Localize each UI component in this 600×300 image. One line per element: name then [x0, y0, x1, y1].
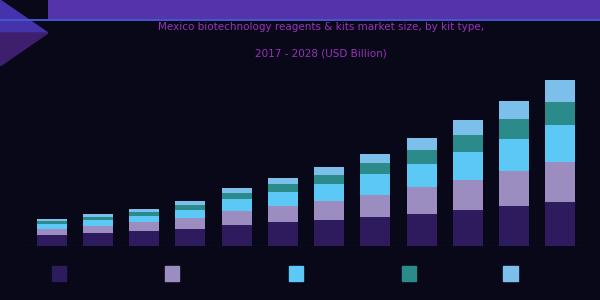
Text: 2017 - 2028 (USD Billion): 2017 - 2028 (USD Billion) [255, 49, 387, 59]
Polygon shape [0, 33, 48, 66]
Bar [545, 80, 575, 101]
Bar [453, 180, 483, 210]
Bar [175, 218, 205, 229]
Bar [499, 139, 529, 171]
Bar [37, 224, 67, 229]
Bar [221, 188, 251, 193]
Bar [268, 178, 298, 184]
Bar [453, 120, 483, 135]
Bar [83, 217, 113, 220]
Bar [361, 163, 391, 174]
Bar [221, 211, 251, 225]
Bar [453, 210, 483, 246]
Bar [221, 199, 251, 211]
Bar [314, 167, 344, 175]
Bar [129, 209, 159, 212]
Text: Mexico biotechnology reagents & kits market size, by kit type,: Mexico biotechnology reagents & kits mar… [158, 22, 484, 32]
Bar [268, 184, 298, 191]
Bar [453, 152, 483, 180]
Bar [314, 175, 344, 184]
Bar [545, 125, 575, 162]
Bar [129, 222, 159, 231]
Bar [407, 138, 437, 150]
Polygon shape [0, 0, 48, 33]
Bar [545, 202, 575, 246]
Bar [361, 174, 391, 195]
Bar [545, 162, 575, 202]
Bar [175, 229, 205, 246]
Bar [361, 154, 391, 163]
Bar [83, 214, 113, 217]
Bar [83, 226, 113, 233]
Bar [83, 220, 113, 226]
Bar [268, 222, 298, 246]
Bar [407, 150, 437, 164]
Bar [52, 266, 67, 280]
Bar [175, 201, 205, 205]
Bar [129, 212, 159, 215]
Bar [83, 233, 113, 246]
Bar [499, 206, 529, 246]
Bar [175, 209, 205, 218]
Bar [407, 187, 437, 214]
Bar [453, 135, 483, 152]
Bar [289, 266, 303, 280]
Bar [499, 171, 529, 206]
Bar [37, 229, 67, 235]
Bar [499, 101, 529, 119]
Bar [314, 201, 344, 220]
Bar [361, 195, 391, 217]
Bar [407, 164, 437, 187]
Bar [314, 184, 344, 201]
Bar [129, 231, 159, 246]
Bar [499, 119, 529, 139]
Bar [165, 266, 179, 280]
Bar [221, 225, 251, 246]
Bar [221, 193, 251, 199]
Bar [37, 221, 67, 224]
Bar [268, 191, 298, 206]
Bar [503, 266, 517, 280]
Bar [407, 214, 437, 246]
Bar [545, 101, 575, 125]
Bar [268, 206, 298, 222]
Bar [314, 220, 344, 246]
Bar [175, 205, 205, 209]
Bar [402, 266, 416, 280]
Bar [37, 235, 67, 246]
Bar [129, 215, 159, 222]
Bar [37, 219, 67, 221]
Bar [361, 217, 391, 246]
